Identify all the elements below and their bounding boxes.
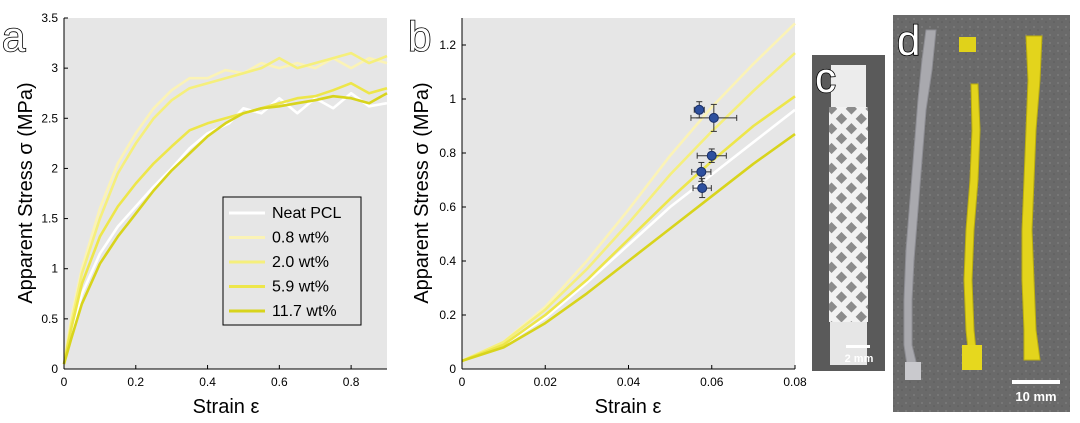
plot-b-datapoint-4 <box>692 178 712 199</box>
plot-a-legend: Neat PCL 0.8 wt% 2.0 wt% 5.9 wt% 11.7 wt% <box>222 196 362 326</box>
plot-b-line-2 <box>461 52 796 363</box>
panel-label-c: c <box>815 54 836 101</box>
plot-a-ytick-label: 0.5 <box>41 312 58 326</box>
plot-a-line-2 <box>62 51 388 365</box>
yellow-specimen-1-bottom <box>962 345 982 370</box>
plot-b-datapoint-1 <box>693 101 705 119</box>
plot-b-ytick-label: 0.4 <box>439 254 456 268</box>
plot-b-xlabel: Strain ε <box>595 396 662 418</box>
plot-b-xticks: 0 0.02 0.04 0.06 0.08 <box>459 365 807 389</box>
plot-a-xtick-label: 0.4 <box>199 375 216 389</box>
marker <box>696 166 707 177</box>
yellow-specimen-1-top <box>959 37 976 52</box>
plot-a-series <box>62 51 388 365</box>
panel-label-a: a <box>2 13 26 60</box>
plot-a-ytick-label: 1 <box>51 262 58 276</box>
legend-label: 0.8 wt% <box>272 230 329 247</box>
plot-b-xtick-label: 0.04 <box>617 375 641 389</box>
plot-b-points <box>690 101 738 199</box>
scale-bar-c-label: 2 mm <box>845 353 874 365</box>
plot-b-ylabel: Apparent Stress σ (MPa) <box>411 82 433 303</box>
plot-b-xtick-label: 0.06 <box>700 375 724 389</box>
legend-label: 11.7 wt% <box>272 303 337 320</box>
plot-a-yticks: 0 0.5 1 1.5 2 2.5 3 3.5 <box>41 11 68 376</box>
plot-b-xtick-label: 0.08 <box>783 375 807 389</box>
specimen-bottom-tab <box>830 322 867 365</box>
plot-a-ytick-label: 1.5 <box>41 212 58 226</box>
plot-a-xticks: 0 0.2 0.4 0.6 0.8 <box>61 365 360 389</box>
plot-b-ytick-label: 0 <box>449 362 456 376</box>
plot-a-line-4 <box>62 92 388 365</box>
panel-c-photo: 2 mm c <box>812 53 885 371</box>
plot-a-xtick-label: 0 <box>61 375 68 389</box>
legend-label: 2.0 wt% <box>272 254 329 271</box>
plot-a-xlabel: Strain ε <box>193 396 260 418</box>
plot-b-line-4 <box>461 133 796 363</box>
grey-specimen-tab <box>905 362 921 380</box>
plot-a-ytick-label: 2.5 <box>41 111 58 125</box>
plot-a-line-3 <box>62 81 388 365</box>
plot-b-xtick-label: 0 <box>459 375 466 389</box>
scale-bar-d <box>1012 380 1060 384</box>
plot-b-datapoint-2 <box>690 103 738 132</box>
legend-label: 5.9 wt% <box>272 279 329 296</box>
panel-label-b: b <box>408 13 431 60</box>
plot-a-ylabel: Apparent Stress σ (MPa) <box>15 82 37 303</box>
scale-bar-c <box>846 345 870 348</box>
plot-b-background <box>462 18 795 369</box>
plot-b-ytick-label: 0.8 <box>439 146 456 160</box>
panel-d-photo: 10 mm d <box>893 15 1070 412</box>
specimen-top-tab <box>831 65 866 107</box>
plot-a-ytick-label: 2 <box>51 161 58 175</box>
marker <box>706 150 717 161</box>
plot-b-ytick-label: 0.2 <box>439 308 456 322</box>
plot-b-series <box>461 22 796 363</box>
scale-bar-d-label: 10 mm <box>1015 389 1056 404</box>
plot-a-ytick-label: 3.5 <box>41 11 58 25</box>
plot-b-ytick-label: 0.6 <box>439 200 456 214</box>
plot-b-ytick-label: 1 <box>449 92 456 106</box>
marker <box>694 104 705 115</box>
yellow-specimen-2 <box>1021 35 1043 361</box>
legend-label: Neat PCL <box>272 205 341 222</box>
plot-b-datapoint-3 <box>696 148 727 163</box>
plot-b-ytick-label: 1.2 <box>439 38 456 52</box>
panel-b-chart: 0 0.02 0.04 0.06 0.08 0 0.2 0.4 0.6 0.8 1 1.2 Stra… <box>407 12 807 418</box>
plot-b-xtick-label: 0.02 <box>534 375 558 389</box>
plot-a-xtick-label: 0.6 <box>271 375 288 389</box>
marker <box>708 112 719 123</box>
plot-a-xtick-label: 0.2 <box>127 375 144 389</box>
plot-a-xtick-label: 0.8 <box>343 375 360 389</box>
plot-b-line-3 <box>461 95 796 363</box>
specimen-lattice <box>829 107 868 322</box>
panel-a-chart: 0 0.2 0.4 0.6 0.8 00.511.522.533.5 Strain ε … <box>1 11 388 418</box>
plot-a-ytick-label: 0 <box>51 362 58 376</box>
plot-b-yticks: 0 0.2 0.4 0.6 0.8 1 1.2 <box>439 38 466 376</box>
marker <box>697 183 708 194</box>
plot-a-ytick-label: 3 <box>51 61 58 75</box>
panel-label-d: d <box>897 17 920 64</box>
